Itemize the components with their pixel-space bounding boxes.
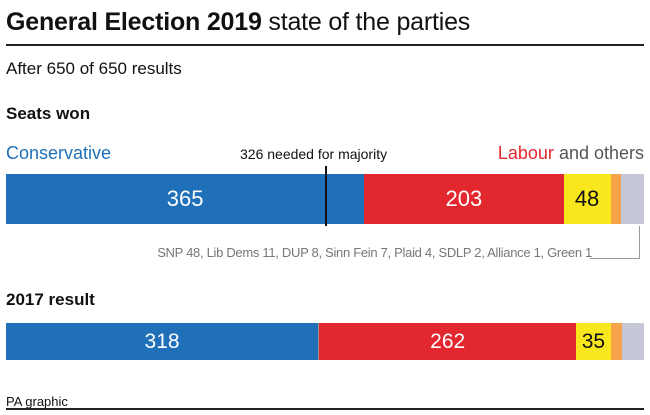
conservative-label: Conservative (6, 143, 112, 163)
title-suffix: state of the parties (268, 8, 471, 36)
bar-segment-labour: 203 (364, 174, 564, 224)
labour-label: Labour (497, 143, 554, 163)
majority-label: 326 needed for majority (240, 146, 388, 162)
bar-segment-speaker (318, 323, 320, 360)
bar-label-snp: 35 (581, 329, 606, 353)
labour-others-label: Labour and others (498, 143, 644, 164)
bar-segment-snp: 48 (563, 174, 611, 224)
others-bracket (590, 226, 640, 259)
bar-label-snp: 48 (574, 186, 600, 211)
seats-2019-bar: 365 203 48 (6, 174, 644, 224)
seats-2017-bar: 318 262 35 (6, 323, 644, 360)
others-label: and others (558, 143, 644, 163)
chart-title: General Election 2019 state of the parti… (6, 8, 470, 37)
bar-segment-libdem (610, 174, 622, 224)
result-2017-heading: 2017 result (6, 290, 95, 309)
footer-rule (6, 408, 644, 410)
bar-segment-others (622, 323, 644, 360)
credit: PA graphic (6, 394, 68, 409)
others-breakdown: SNP 48, Lib Dems 11, DUP 8, Sinn Fein 7,… (157, 245, 592, 260)
title-rule (6, 44, 644, 46)
bar-segment-labour: 262 (319, 323, 577, 360)
bar-segment-conservative: 318 (6, 323, 319, 360)
bar-label-labour: 203 (445, 186, 483, 211)
bar-segment-conservative: 365 (6, 174, 365, 224)
bar-label-conservative: 365 (166, 186, 204, 211)
title-main: General Election 2019 (6, 8, 262, 36)
bar-segment-others (621, 174, 644, 224)
bar-label-labour: 262 (430, 329, 466, 353)
majority-line (325, 166, 327, 226)
bar-label-conservative: 318 (144, 329, 180, 353)
results-count: After 650 of 650 results (6, 59, 182, 78)
bar-segment-libdem (610, 323, 623, 360)
seats-won-heading: Seats won (6, 104, 91, 123)
bar-segment-snp: 35 (576, 323, 611, 360)
